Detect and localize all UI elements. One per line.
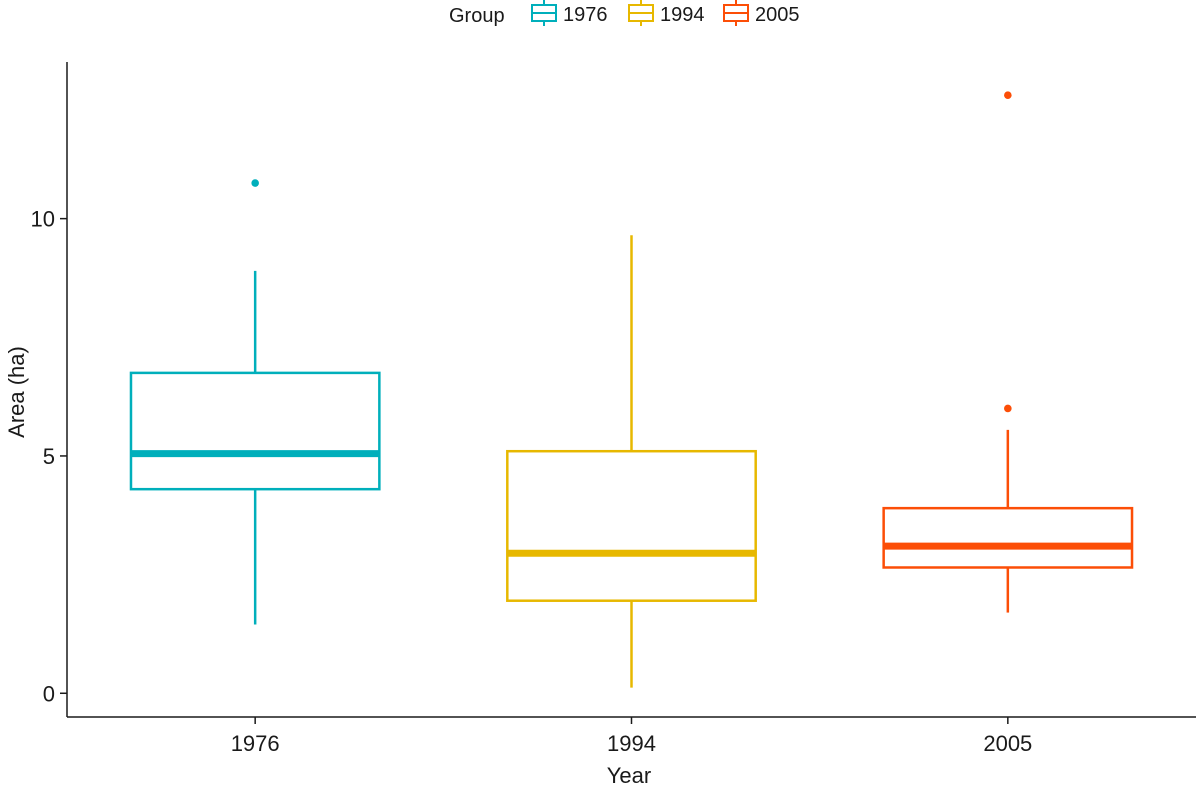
x-tick-label: 2005 [983, 731, 1032, 756]
legend-key-1976: 1976 [531, 0, 608, 26]
legend-label: 1976 [563, 4, 608, 26]
x-tick-label: 1976 [231, 731, 280, 756]
legend-label: 2005 [755, 4, 800, 26]
iqr-box [506, 449, 757, 602]
y-tick-label: 10 [31, 207, 55, 232]
x-tick-label: 1994 [607, 731, 656, 756]
legend: Group 1976 1994 2005 [449, 0, 800, 27]
box-1976 [129, 179, 381, 625]
box-1994 [506, 235, 757, 688]
legend-key-1994: 1994 [628, 0, 705, 26]
legend-key-2005: 2005 [723, 0, 800, 26]
axes: Year Area (ha) 0 5 10 1976 1994 2005 [4, 62, 1196, 788]
legend-label: 1994 [660, 4, 705, 26]
iqr-box [882, 506, 1134, 569]
plot-area [129, 91, 1134, 688]
box-2005 [882, 91, 1134, 613]
x-axis-label: Year [607, 763, 651, 788]
y-tick-label: 5 [43, 444, 55, 469]
iqr-box [129, 371, 381, 491]
outlier-point [251, 179, 259, 187]
outlier-point [1004, 404, 1012, 413]
legend-title: Group [449, 5, 505, 27]
y-axis-label: Area (ha) [4, 346, 29, 438]
y-tick-label: 0 [43, 681, 55, 706]
outlier-point [1004, 91, 1012, 100]
